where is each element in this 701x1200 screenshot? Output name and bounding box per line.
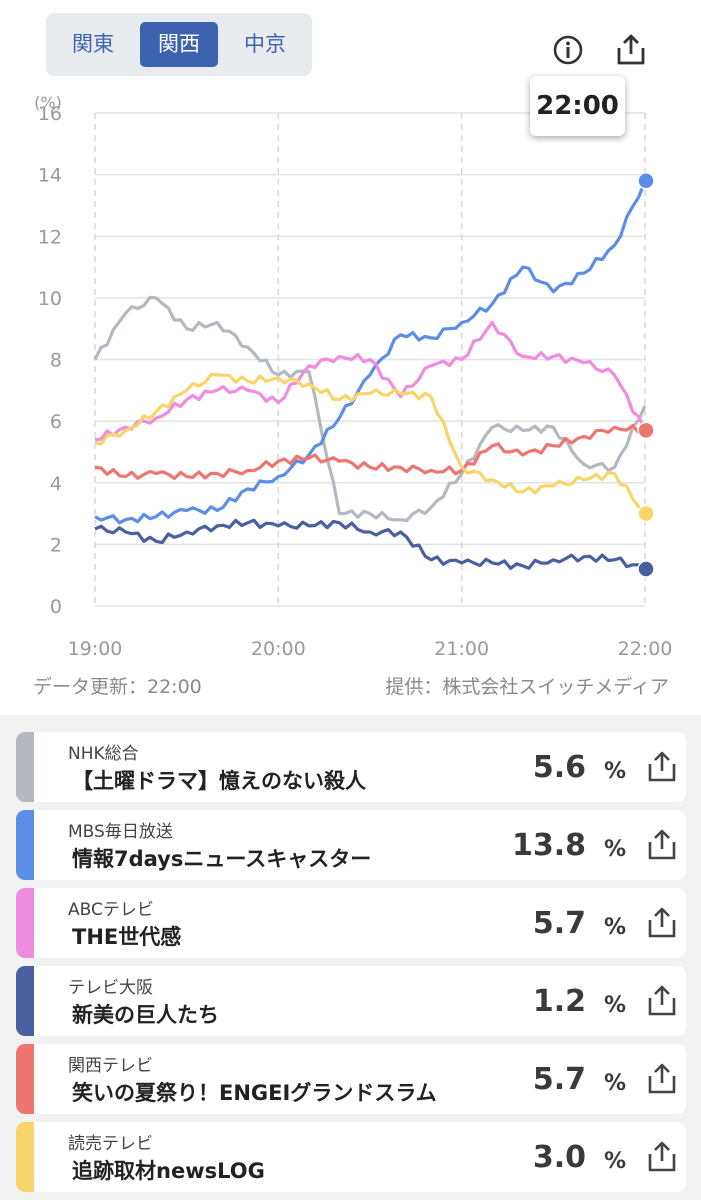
station-name: MBS毎日放送 (68, 822, 173, 842)
station-color-bar (16, 966, 34, 1036)
x-tick-labels: 19:00 20:00 21:00 22:00 (68, 638, 673, 660)
tab-chukyo[interactable]: 中京 (244, 32, 286, 56)
program-card-ytv[interactable]: 読売テレビ 追跡取材newsLOG 3.0 % (16, 1122, 686, 1192)
program-title: 追跡取材newsLOG (72, 1159, 265, 1183)
station-color-bar (16, 1122, 34, 1192)
station-name: ABCテレビ (68, 900, 154, 920)
x-tick-label: 22:00 (618, 638, 673, 660)
series-line-nhk (93, 295, 647, 523)
station-color-bar (16, 888, 34, 958)
rating-value: 3.0 (532, 1140, 586, 1175)
data-provider-note: 提供：株式会社スイッチメディア (385, 676, 669, 698)
y-tick-labels: 0 2 4 6 8 10 12 14 16 (38, 103, 62, 618)
rating-value: 5.7 (532, 1062, 586, 1097)
rating-unit: % (604, 1149, 627, 1174)
rating-unit: % (604, 837, 627, 862)
share-icon[interactable] (644, 905, 680, 941)
endpoint-ytv (637, 504, 655, 523)
y-tick-label: 12 (38, 226, 62, 248)
y-tick-label: 16 (38, 103, 62, 125)
series-lines (93, 180, 647, 571)
station-color-bar (16, 810, 34, 880)
rating-unit: % (604, 759, 627, 784)
series-line-abc (94, 320, 647, 442)
y-tick-label: 4 (50, 473, 62, 495)
x-tick-label: 19:00 (68, 638, 123, 660)
endpoint-ktv (637, 421, 655, 440)
x-tick-label: 20:00 (251, 638, 306, 660)
program-card-ktv[interactable]: 関西テレビ 笑いの夏祭り！ENGEIグランドスラム 5.7 % (16, 1044, 686, 1114)
tab-kanto[interactable]: 関東 (72, 32, 114, 56)
y-axis-unit: (%) (34, 93, 62, 112)
y-tick-label: 10 (38, 288, 62, 310)
program-card-tvo[interactable]: テレビ大阪 新美の巨人たち 1.2 % (16, 966, 686, 1036)
series-line-tvo (94, 518, 646, 571)
endpoint-mbs (637, 172, 655, 190)
station-name: テレビ大阪 (68, 978, 153, 998)
program-title: 情報7daysニュースキャスター (72, 847, 372, 871)
rating-unit: % (604, 1071, 627, 1096)
y-tick-label: 2 (50, 534, 62, 556)
program-title: 笑いの夏祭り！ENGEIグランドスラム (72, 1081, 437, 1105)
share-icon[interactable] (644, 983, 680, 1019)
rating-value: 13.8 (511, 828, 586, 863)
station-name: 関西テレビ (68, 1056, 153, 1076)
program-list: NHK総合 【土曜ドラマ】憶えのない殺人 5.6 % MBS毎日放送 情報7da… (0, 715, 701, 1200)
y-tick-label: 0 (50, 596, 62, 618)
data-updated-note: データ更新：22:00 (33, 676, 202, 698)
station-name: 読売テレビ (68, 1134, 153, 1154)
program-title: 新美の巨人たち (72, 1003, 219, 1027)
region-tabs: 関東 関西 中京 (46, 13, 312, 76)
y-tick-label: 6 (50, 411, 62, 433)
share-icon[interactable] (644, 1061, 680, 1097)
station-color-bar (16, 732, 34, 802)
program-title: THE世代感 (72, 925, 182, 949)
series-line-mbs (94, 180, 647, 525)
series-line-ktv (94, 424, 646, 481)
info-icon[interactable] (548, 30, 588, 70)
station-color-bar (16, 1044, 34, 1114)
share-icon[interactable] (644, 827, 680, 863)
program-card-mbs[interactable]: MBS毎日放送 情報7daysニュースキャスター 13.8 % (16, 810, 686, 880)
program-card-abc[interactable]: ABCテレビ THE世代感 5.7 % (16, 888, 686, 958)
y-tick-label: 14 (38, 165, 62, 187)
rating-value: 5.7 (532, 906, 586, 941)
y-tick-label: 8 (50, 350, 62, 372)
share-icon[interactable] (644, 1139, 680, 1175)
program-title: 【土曜ドラマ】憶えのない殺人 (72, 769, 366, 793)
series-endpoints (637, 172, 655, 578)
rating-value: 1.2 (532, 984, 586, 1019)
series-line-ytv (94, 372, 647, 515)
station-name: NHK総合 (68, 744, 139, 764)
program-card-nhk[interactable]: NHK総合 【土曜ドラマ】憶えのない殺人 5.6 % (16, 732, 686, 802)
share-icon[interactable] (611, 30, 651, 70)
x-tick-label: 21:00 (434, 638, 489, 660)
rating-value: 5.6 (532, 750, 586, 785)
tab-kansai[interactable]: 関西 (140, 22, 218, 67)
rating-unit: % (604, 915, 627, 940)
endpoint-tvo (637, 560, 655, 578)
rating-unit: % (604, 993, 627, 1018)
ratings-chart: (%) 0 2 4 6 8 10 12 14 16 19:00 20:00 21:00 22:00 (34, 93, 673, 660)
share-icon[interactable] (644, 749, 680, 785)
time-tooltip: 22:00 (530, 76, 625, 136)
